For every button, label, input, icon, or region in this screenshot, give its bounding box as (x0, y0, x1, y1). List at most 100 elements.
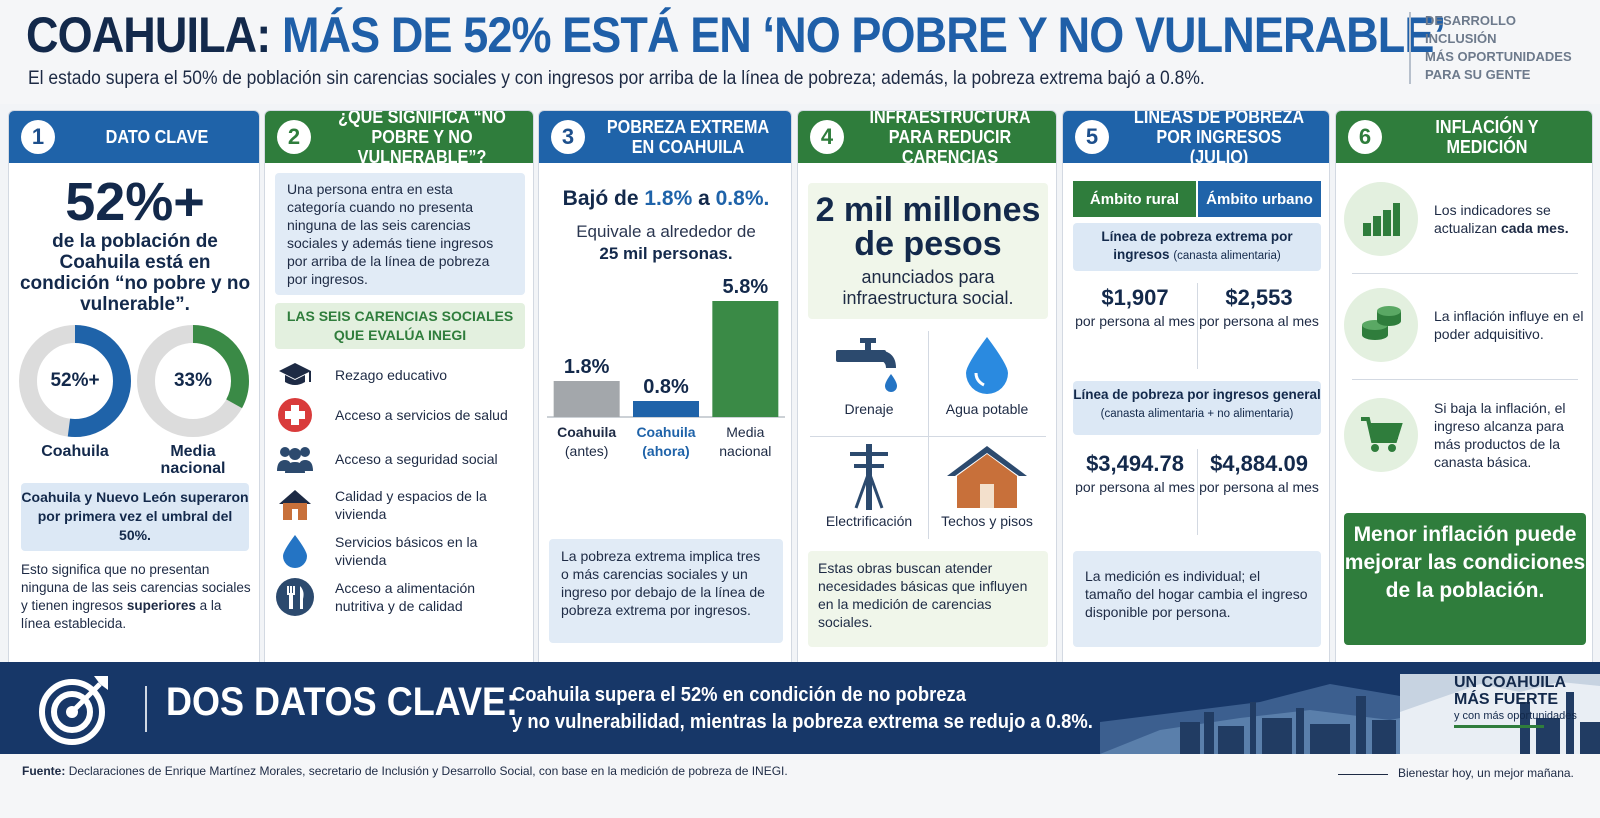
amount-unit: por persona al mes (1075, 313, 1195, 329)
key-facts-banner: DOS DATOS CLAVE: Coahuila supera el 52% … (0, 662, 1600, 754)
slogan: Bienestar hoy, un mejor mañana. (1398, 766, 1574, 780)
category-label: Coahuila (636, 424, 695, 440)
page-subtitle: El estado supera el 50% de población sin… (28, 68, 1205, 89)
amount-unit: por persona al mes (1075, 479, 1195, 495)
tagline-line: PARA SU GENTE (1425, 67, 1531, 82)
line-title: Línea de pobreza extrema por ingresos (1101, 229, 1293, 262)
definition-box: Una persona entra en esta categoría cuan… (275, 173, 525, 295)
people-group-icon (275, 439, 315, 479)
panel-number: 3 (551, 120, 585, 154)
note-text: Esto significa que no presentan ninguna … (21, 562, 251, 613)
lack-label: Acceso a alimentación nutritiva y de cal… (335, 580, 476, 614)
equivalence-value: 25 mil personas. (599, 244, 733, 263)
drop-text: Bajó de (562, 187, 639, 210)
brand-line: UN COAHUILA (1454, 674, 1566, 691)
panel-header: 5 LÍNEAS DE POBREZA POR INGRESOS (JULIO) (1063, 111, 1329, 167)
panel-infraestructura: 4 INFRAESTRUCTURA PARA REDUCIR CARENCIAS… (797, 110, 1057, 668)
panel-que-significa: 2 ¿QUÉ SIGNIFICA “NO POBRE Y NO VULNERAB… (264, 110, 534, 668)
panel-title: DATO CLAVE (105, 127, 209, 147)
panel-header: 1 DATO CLAVE (9, 111, 259, 163)
tagline-line: INCLUSIÓN (1425, 31, 1497, 46)
column-divider (1197, 283, 1198, 369)
category-label: (antes) (565, 443, 609, 459)
panel-title: ¿QUÉ SIGNIFICA “NO POBRE Y NO VULNERABLE… (338, 110, 506, 167)
page-title-rest: MÁS DE 52% ESTÁ EN ‘NO POBRE Y NO VULNER… (281, 7, 1446, 63)
lacks-subheading: LAS SEIS CARENCIAS SOCIALES QUE EVALÚA I… (275, 303, 525, 349)
graduation-cap-icon (275, 355, 315, 395)
note-bold: superiores (126, 598, 196, 613)
inflation-row: Si baja la inflación, el ingreso alcanza… (1344, 385, 1586, 485)
footer: Fuente: Declaraciones de Enrique Martíne… (0, 754, 1600, 818)
bar (553, 381, 620, 417)
lack-item: Rezago educativo (275, 355, 525, 395)
donut-value: 52%+ (50, 370, 100, 391)
donut-value: 33% (173, 370, 213, 391)
donut-coahuila: 52%+ (19, 325, 131, 437)
row-divider (1352, 273, 1578, 274)
grid-divider (928, 331, 929, 539)
amount-unit: por persona al mes (1199, 313, 1319, 329)
banner-text-line: Coahuila supera el 52% en condición de n… (512, 684, 966, 706)
panel-note: Estas obras buscan atender necesidades b… (808, 551, 1048, 647)
infra-label: Drenaje (844, 401, 894, 417)
source-text: Declaraciones de Enrique Martínez Morale… (68, 764, 788, 778)
line-title-note: (canasta alimentaria) (1173, 250, 1281, 262)
target-icon (39, 676, 108, 745)
coins-icon (1344, 288, 1418, 362)
inflation-text-part: Los indicadores se actualizan (1434, 202, 1551, 236)
category-label: nacional (719, 443, 771, 459)
amount-urban-general: $4,884.09 por persona al mes (1197, 451, 1321, 497)
page-title-lead: COAHUILA: (26, 7, 271, 63)
key-figure-description: de la población de Coahuila está en cond… (19, 231, 251, 315)
lack-label: Servicios básicos en la vivienda (335, 534, 478, 568)
health-cross-icon (275, 395, 315, 435)
water-drop-icon (928, 329, 1046, 401)
panel-header: 3 POBREZA EXTREMA EN COAHUILA (539, 111, 791, 163)
infra-item: Agua potable (928, 329, 1046, 437)
donut-arc (19, 325, 131, 437)
donut-arc (137, 325, 249, 437)
note-text: a la línea establecida. (21, 598, 222, 631)
water-drop-icon (275, 531, 315, 571)
panel-note: La pobreza extrema implica tres o más ca… (549, 539, 783, 643)
bar-value-label: 1.8% (564, 356, 610, 378)
column-divider (1197, 449, 1198, 535)
panel-title: POBREZA EXTREMA EN COAHUILA (606, 117, 770, 157)
lack-label: Calidad y espacios de la vivienda (335, 488, 487, 522)
bar (712, 301, 779, 417)
inflation-text: Los indicadores se actualizan cada mes. (1434, 201, 1586, 237)
donut-coahuila-chart (19, 325, 131, 437)
panel-header: 2 ¿QUÉ SIGNIFICA “NO POBRE Y NO VULNERAB… (265, 111, 533, 167)
panel-header: 4 INFRAESTRUCTURA PARA REDUCIR CARENCIAS (798, 111, 1056, 167)
lack-label: Acceso a seguridad social (335, 451, 498, 467)
investment-description: anunciados para infraestructura social. (842, 267, 1014, 308)
inflation-row: Los indicadores se actualizan cada mes. (1344, 169, 1586, 269)
category-label: (ahora) (642, 443, 689, 459)
tagline-line: MÁS OPORTUNIDADES (1425, 49, 1572, 64)
amount-urban-extreme: $2,553 por persona al mes (1197, 285, 1321, 331)
infra-label: Agua potable (945, 401, 1029, 417)
bar-chart-icon (1344, 182, 1418, 256)
panel-title: LÍNEAS DE POBREZA POR INGRESOS (JULIO) (1133, 110, 1305, 167)
shopping-cart-icon (1344, 398, 1418, 472)
lack-item: Acceso a seguridad social (275, 439, 525, 479)
bar-value-label: 5.8% (723, 279, 769, 298)
house-icon (928, 441, 1046, 513)
investment-box: 2 mil millones de pesos anunciados para … (808, 183, 1048, 319)
line-extreme-title: Línea de pobreza extrema por ingresos (c… (1073, 223, 1321, 271)
brand-block: UN COAHUILA MÁS FUERTE y con más oportun… (1454, 674, 1577, 728)
panel-inflacion: 6 INFLACIÓN Y MEDICIÓN Los indicadores s… (1335, 110, 1593, 668)
ambito-tabs: Ámbito rural Ámbito urbano (1073, 181, 1321, 217)
panel-title: INFRAESTRUCTURA PARA REDUCIR CARENCIAS (869, 110, 1031, 167)
lack-item: Acceso a alimentación nutritiva y de cal… (275, 577, 525, 617)
donut-caption: Media nacional (160, 443, 226, 477)
category-label: Media (726, 424, 764, 440)
banner-text: Coahuila supera el 52% en condición de n… (512, 682, 1093, 736)
bar (633, 401, 699, 417)
lack-item: Servicios básicos en la vivienda (275, 531, 525, 571)
infra-item: Electrificación (810, 441, 928, 549)
amount-rural-extreme: $1,907 por persona al mes (1073, 285, 1197, 331)
brand-underline (1454, 725, 1544, 728)
tab-ambito-rural: Ámbito rural (1073, 181, 1196, 217)
donut-nacional: 33% (137, 325, 249, 437)
